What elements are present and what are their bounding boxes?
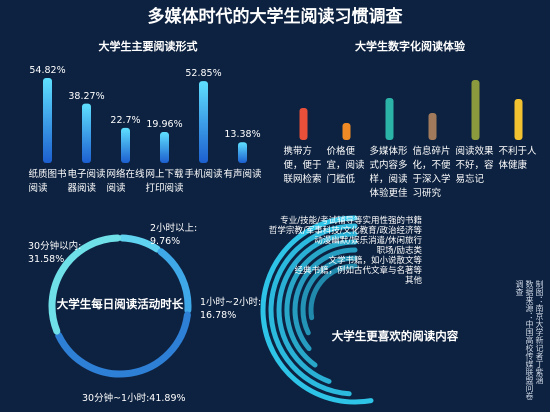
- category-label: 经典书籍，例如古代文章与名著等: [294, 266, 422, 276]
- radial-arc: [308, 263, 358, 321]
- bar: [471, 80, 480, 140]
- chart-title: 大学生数字化阅读体验: [355, 40, 465, 53]
- value-label: 9.76%: [150, 236, 181, 247]
- page-title: 多媒体时代的大学生阅读习惯调查: [147, 7, 403, 27]
- bar: [299, 108, 308, 140]
- value-label: 41.89%: [149, 393, 186, 404]
- value-label: 52.85%: [185, 68, 222, 80]
- value-label: 22.7%: [110, 114, 141, 126]
- category-label: 30分钟~1小时:: [82, 393, 150, 404]
- segment-label: 30分钟~1小时:41.89%: [82, 392, 232, 405]
- category-label: 哲学宗教/军事科技/文化教育/政治经济等: [268, 226, 422, 236]
- value-label: 19.96%: [146, 119, 183, 131]
- bar: [342, 123, 351, 140]
- category-label: 1小时~2小时:: [200, 297, 262, 308]
- category-label: 职场/励志类: [376, 246, 422, 256]
- value-label: 31.58%: [28, 254, 65, 265]
- radial-arc: [300, 255, 358, 336]
- value-label: 54.82%: [29, 65, 66, 77]
- category-label: 信息碎片化，不便于深入学习研究: [412, 146, 451, 199]
- value-label: 16.78%: [200, 310, 237, 321]
- donut-segment: [48, 234, 122, 335]
- bar: [43, 78, 52, 163]
- bar: [82, 103, 91, 163]
- category-label: 专业/技能/考试辅导等实用性强的书籍: [280, 216, 422, 226]
- bar: [514, 99, 523, 140]
- segment-label: 1小时~2小时: 16.78%: [200, 296, 280, 322]
- bar: [238, 142, 247, 163]
- segment-label: 2小时以上: 9.76%: [150, 222, 220, 248]
- radial-arc: [260, 215, 374, 405]
- category-label: 其他: [404, 276, 422, 286]
- bar: [199, 81, 208, 163]
- category-label: 多媒体形式内容多样，阅读体验更佳: [369, 146, 408, 199]
- category-label: 电子阅读器阅读: [67, 169, 106, 194]
- category-label: 网络在线阅读: [106, 169, 145, 194]
- category-label: 携带方便，便于联网检索: [283, 146, 322, 185]
- bar: [121, 127, 130, 163]
- category-label: 纸质图书阅读: [28, 169, 67, 194]
- credit-line: 制图：南京大学新记者丁紫涵: [535, 280, 544, 384]
- category-label: 网上下载打印阅读: [145, 169, 184, 194]
- radial-arc: [284, 239, 358, 368]
- value-label: 38.27%: [68, 90, 105, 102]
- bar: [428, 113, 437, 140]
- credit: 制图：南京大学新记者丁紫涵 数据来源：中国高校传媒联盟问卷调查: [514, 280, 544, 405]
- segment-label: 30分钟以内: 31.58%: [28, 240, 98, 266]
- chart-title: 大学生主要阅读形式: [98, 40, 198, 53]
- donut-segment: [55, 311, 191, 378]
- chart-title: 大学生每日阅读活动时长: [56, 297, 184, 311]
- donut-segment: [157, 248, 192, 314]
- radial-arc: [276, 231, 358, 384]
- category-label: 不利于人体健康: [498, 146, 537, 171]
- category-label: 价格便宜，阅读门槛低: [326, 146, 365, 185]
- chart-title: 大学生更喜欢的阅读内容: [331, 329, 459, 343]
- credit-line: 数据来源：中国高校传媒联盟问卷调查: [515, 280, 534, 400]
- category-label: 手机阅读: [184, 169, 223, 180]
- category-label: 2小时以上:: [150, 223, 198, 234]
- category-label: 30分钟以内:: [28, 241, 82, 252]
- category-label: 动漫幽默/娱乐消遣/休闲旅行: [314, 236, 422, 246]
- value-label: 13.38%: [224, 129, 261, 141]
- radial-arc: [292, 247, 358, 352]
- category-label: 阅读效果不好，容易忘记: [455, 146, 494, 185]
- radial-arc: [268, 223, 358, 397]
- bar: [160, 132, 169, 163]
- category-label: 有声阅读: [223, 169, 262, 180]
- bar: [385, 98, 394, 140]
- category-label: 文学书籍，如小说散文等: [328, 256, 422, 266]
- donut-segment: [118, 234, 161, 253]
